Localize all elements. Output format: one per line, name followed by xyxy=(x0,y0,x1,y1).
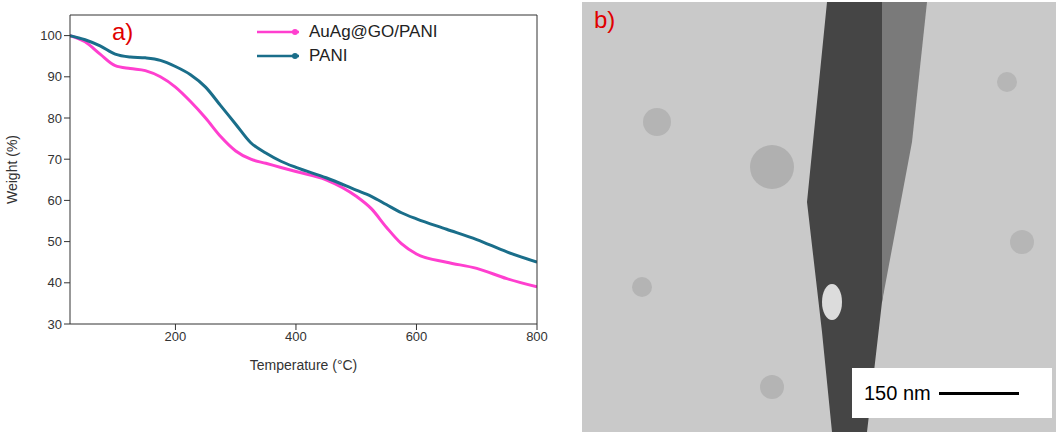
html-text:150 nm: 150 nm xyxy=(864,381,931,404)
svg-text:Temperature (°C): Temperature (°C) xyxy=(250,357,358,373)
svg-text:100: 100 xyxy=(40,28,62,43)
html-text:a): a) xyxy=(112,18,134,45)
svg-text:Weight (%): Weight (%) xyxy=(4,135,20,204)
svg-text:80: 80 xyxy=(48,111,62,126)
svg-text:600: 600 xyxy=(406,329,428,344)
svg-text:70: 70 xyxy=(48,152,62,167)
html-text:PANI: PANI xyxy=(309,46,348,65)
svg-text:800: 800 xyxy=(526,329,548,344)
svg-text:50: 50 xyxy=(48,234,62,249)
svg-text:40: 40 xyxy=(48,275,62,290)
svg-text:30: 30 xyxy=(48,317,62,332)
svg-text:400: 400 xyxy=(285,329,307,344)
svg-text:90: 90 xyxy=(48,69,62,84)
svg-text:200: 200 xyxy=(165,329,187,344)
html-text:AuAg@GO/PANI: AuAg@GO/PANI xyxy=(309,22,438,41)
html-text:b): b) xyxy=(594,6,616,33)
svg-text:60: 60 xyxy=(48,193,62,208)
